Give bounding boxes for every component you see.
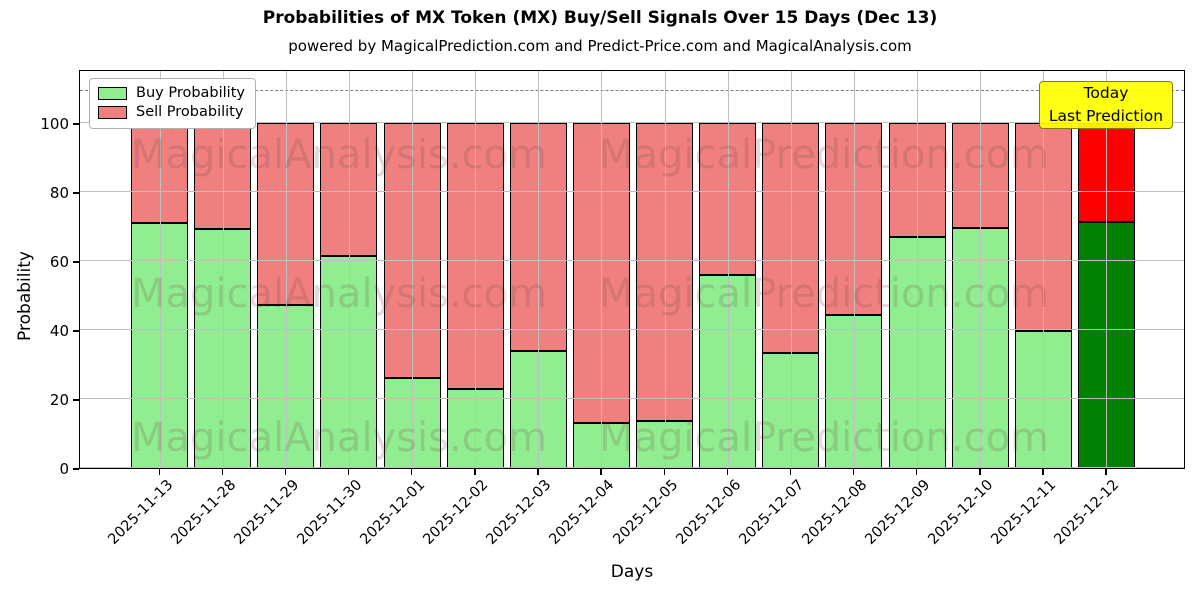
- y-tick-label: 0: [59, 460, 69, 478]
- gridline-x: [538, 71, 540, 468]
- y-tick-label: 40: [49, 321, 69, 340]
- x-tick-mark: [347, 469, 350, 475]
- legend-label-sell: Sell Probability: [136, 104, 244, 120]
- today-annotation-line1: Today: [1083, 84, 1129, 102]
- today-annotation-line2: Last Prediction: [1048, 107, 1164, 125]
- watermark-text: MagicalPrediction.com: [599, 415, 1049, 461]
- y-tick-label: 100: [40, 114, 69, 133]
- gridline-x: [222, 71, 224, 468]
- x-tick-mark: [916, 469, 918, 475]
- x-tick-mark: [1042, 469, 1044, 475]
- x-tick-mark: [158, 469, 160, 475]
- gridline-x: [412, 71, 414, 468]
- gridline-x: [348, 71, 350, 468]
- gridline-x: [917, 71, 919, 468]
- chart-title: Probabilities of MX Token (MX) Buy/Sell …: [262, 8, 938, 28]
- x-tick-mark: [1105, 469, 1107, 475]
- buy-color-swatch: [98, 87, 127, 100]
- gridline-x: [980, 71, 982, 468]
- gridline-x: [664, 71, 666, 468]
- watermark-text: MagicalAnalysis.com: [131, 271, 548, 317]
- x-tick-mark: [979, 469, 981, 475]
- y-tick-label: 20: [49, 390, 69, 409]
- y-tick-mark: [73, 468, 79, 470]
- gridline-y-20: [80, 397, 1184, 399]
- gridline-y-0: [80, 467, 1184, 468]
- y-tick-label: 80: [49, 183, 69, 202]
- y-tick-mark: [73, 330, 79, 332]
- gridline-y-40: [80, 328, 1184, 330]
- watermark-text: MagicalAnalysis.com: [131, 415, 548, 461]
- x-tick-mark: [221, 469, 224, 475]
- y-tick-mark: [73, 399, 79, 401]
- y-tick-mark: [73, 192, 79, 194]
- gridline-x: [1106, 71, 1108, 468]
- legend-item-sell: Sell Probability: [98, 103, 245, 122]
- threshold-dashed-line: [80, 90, 1184, 92]
- y-tick-label: 60: [49, 252, 69, 271]
- x-tick-mark: [789, 469, 792, 475]
- chart-subtitle: powered by MagicalPrediction.com and Pre…: [288, 37, 912, 55]
- x-tick-mark: [284, 469, 287, 475]
- x-tick-mark: [726, 469, 729, 475]
- gridline-x: [790, 71, 792, 468]
- gridline-y-80: [80, 190, 1184, 192]
- gridline-x: [159, 71, 161, 468]
- legend-label-buy: Buy Probability: [136, 85, 245, 101]
- gridline-x: [601, 71, 603, 468]
- plot-area: Buy Probability Sell Probability Today L…: [79, 70, 1185, 469]
- gridline-x: [853, 71, 855, 468]
- watermark-text: MagicalPrediction.com: [599, 132, 1049, 178]
- y-tick-mark: [73, 261, 79, 263]
- gridline-y-100: [80, 121, 1184, 123]
- watermark-text: MagicalPrediction.com: [599, 271, 1049, 317]
- gridline-x: [1043, 71, 1045, 468]
- x-tick-mark: [411, 469, 413, 475]
- legend-item-buy: Buy Probability: [98, 84, 245, 103]
- watermark-text: MagicalAnalysis.com: [131, 132, 548, 178]
- sell-color-swatch: [98, 106, 127, 119]
- gridline-y-60: [80, 259, 1184, 261]
- gridline-x: [727, 71, 729, 468]
- x-tick-mark: [852, 469, 855, 475]
- y-tick-mark: [73, 123, 79, 125]
- x-tick-mark: [537, 469, 539, 475]
- today-annotation: Today Last Prediction: [1039, 81, 1173, 129]
- legend: Buy Probability Sell Probability: [89, 78, 256, 129]
- gridline-x: [285, 71, 287, 468]
- gridline-x: [475, 71, 477, 468]
- x-tick-mark: [474, 469, 476, 475]
- x-tick-mark: [600, 469, 602, 475]
- x-axis-label: Days: [610, 562, 654, 582]
- x-tick-mark: [663, 469, 665, 475]
